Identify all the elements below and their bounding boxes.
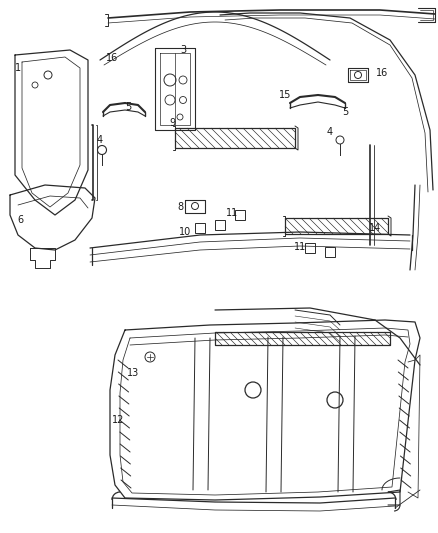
Text: 5: 5 bbox=[125, 102, 131, 112]
Bar bbox=[325, 247, 335, 257]
Bar bbox=[305, 243, 315, 253]
Text: 1: 1 bbox=[15, 63, 21, 73]
Text: 13: 13 bbox=[127, 368, 139, 378]
Text: 5: 5 bbox=[342, 107, 348, 117]
Text: 6: 6 bbox=[17, 215, 23, 225]
Text: 3: 3 bbox=[180, 45, 186, 55]
Text: 16: 16 bbox=[376, 68, 388, 78]
Text: 4: 4 bbox=[327, 127, 333, 137]
Text: 11: 11 bbox=[294, 242, 306, 252]
Bar bbox=[215, 220, 225, 230]
Text: 10: 10 bbox=[179, 227, 191, 237]
Bar bbox=[235, 210, 245, 220]
Text: 9: 9 bbox=[169, 118, 175, 128]
Text: 12: 12 bbox=[112, 415, 124, 425]
Text: 11: 11 bbox=[226, 208, 238, 218]
Text: 8: 8 bbox=[177, 202, 183, 212]
Text: 15: 15 bbox=[279, 90, 291, 100]
Text: 16: 16 bbox=[106, 53, 118, 63]
Text: 14: 14 bbox=[369, 223, 381, 233]
Text: 4: 4 bbox=[97, 135, 103, 145]
Bar bbox=[195, 223, 205, 233]
